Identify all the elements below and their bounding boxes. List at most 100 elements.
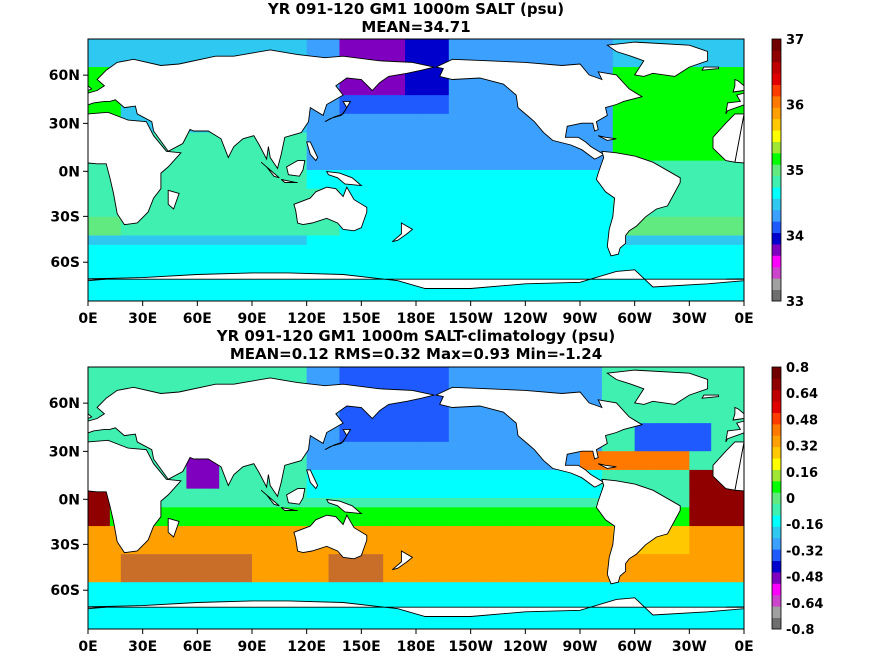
field-cell bbox=[448, 507, 461, 518]
field-cell bbox=[514, 367, 526, 377]
land-mass bbox=[0, 151, 24, 256]
field-cell bbox=[678, 591, 690, 602]
field-cell bbox=[667, 591, 679, 602]
field-cell bbox=[645, 582, 658, 593]
field-cell bbox=[689, 76, 701, 87]
field-cell bbox=[306, 498, 319, 508]
field-cell bbox=[164, 48, 177, 59]
field-cell bbox=[481, 113, 494, 124]
field-cell bbox=[623, 291, 636, 301]
field-cell bbox=[590, 516, 603, 527]
field-cell bbox=[503, 39, 515, 49]
field-cell bbox=[590, 395, 603, 406]
field-cell bbox=[722, 376, 734, 387]
y-tick-label: 30S bbox=[50, 209, 80, 225]
field-cell bbox=[580, 479, 592, 490]
field-cell bbox=[645, 619, 658, 629]
field-cell bbox=[197, 488, 209, 499]
field-cell bbox=[569, 376, 581, 387]
field-cell bbox=[120, 582, 133, 593]
field-cell bbox=[547, 170, 559, 180]
field-cell bbox=[678, 179, 690, 190]
field-cell bbox=[241, 526, 253, 537]
field-cell bbox=[372, 244, 384, 255]
field-cell bbox=[317, 151, 330, 162]
field-cell bbox=[361, 226, 373, 237]
field-cell bbox=[634, 226, 647, 237]
field-cell bbox=[481, 104, 494, 115]
colorbar-tick-label: 0 bbox=[786, 492, 795, 507]
field-cell bbox=[186, 535, 198, 546]
field-cell bbox=[416, 123, 428, 134]
field-cell bbox=[536, 39, 548, 49]
field-cell bbox=[689, 413, 701, 424]
field-cell bbox=[503, 216, 515, 227]
field-cell bbox=[590, 244, 603, 255]
field-cell bbox=[503, 151, 515, 162]
field-cell bbox=[394, 188, 406, 199]
field-cell bbox=[186, 160, 198, 171]
field-cell bbox=[350, 132, 362, 143]
field-cell bbox=[383, 226, 395, 237]
field-cell bbox=[131, 113, 144, 124]
field-cell bbox=[175, 141, 187, 152]
field-cell bbox=[667, 600, 679, 611]
colorbar-tick-label: 36 bbox=[786, 99, 804, 114]
field-cell bbox=[394, 123, 406, 134]
field-cell bbox=[459, 591, 472, 602]
field-cell bbox=[339, 151, 351, 162]
field-cell bbox=[306, 244, 319, 255]
field-cell bbox=[448, 582, 461, 593]
field-cell bbox=[656, 151, 669, 162]
field-cell bbox=[230, 160, 242, 171]
colorbar-tick-label: 34 bbox=[786, 230, 804, 245]
field-cell bbox=[437, 451, 450, 462]
field-cell bbox=[219, 216, 231, 227]
field-cell bbox=[295, 610, 308, 621]
field-cell bbox=[470, 451, 483, 462]
field-cell bbox=[514, 563, 526, 574]
field-cell bbox=[492, 413, 505, 424]
field-cell bbox=[328, 104, 341, 115]
field-cell bbox=[656, 123, 669, 134]
field-cell bbox=[405, 39, 417, 49]
field-cell bbox=[525, 48, 537, 59]
field-cell bbox=[569, 123, 581, 134]
field-cell bbox=[525, 507, 537, 518]
field-cell bbox=[711, 544, 723, 555]
field-cell bbox=[656, 535, 669, 546]
field-cell bbox=[317, 451, 330, 462]
field-cell bbox=[394, 413, 406, 424]
field-cell bbox=[601, 526, 614, 537]
field-cell bbox=[459, 141, 472, 152]
field-cell bbox=[372, 572, 384, 583]
field-cell bbox=[383, 423, 395, 434]
field-cell bbox=[590, 216, 603, 227]
field-cell bbox=[722, 282, 734, 293]
field-cell bbox=[601, 39, 614, 49]
field-cell bbox=[678, 526, 690, 537]
field-cell bbox=[656, 291, 669, 301]
field-cell bbox=[536, 498, 548, 508]
field-cell bbox=[317, 244, 330, 255]
field-cell bbox=[448, 104, 461, 115]
field-cell bbox=[241, 507, 253, 518]
field-cell bbox=[120, 244, 133, 255]
field-cell bbox=[722, 591, 734, 602]
colorbar-tick-label: 0.64 bbox=[786, 387, 818, 402]
map-panel-2: 0E 30E 60E 90E 120E 150E 180E 150W 120W 90W 60W 30W… bbox=[49, 361, 824, 655]
field-cell bbox=[350, 123, 362, 134]
field-cell bbox=[394, 535, 406, 546]
field-cell bbox=[284, 619, 297, 629]
field-cell bbox=[164, 572, 177, 583]
field-cell bbox=[623, 451, 636, 462]
field-cell bbox=[601, 282, 614, 293]
field-cell bbox=[219, 535, 231, 546]
field-cell bbox=[164, 385, 177, 396]
field-cell bbox=[306, 460, 319, 471]
field-cell bbox=[667, 479, 679, 490]
field-cell bbox=[175, 226, 187, 237]
colorbar-swatch bbox=[772, 39, 781, 51]
field-cell bbox=[525, 160, 537, 171]
field-cell bbox=[558, 526, 570, 537]
